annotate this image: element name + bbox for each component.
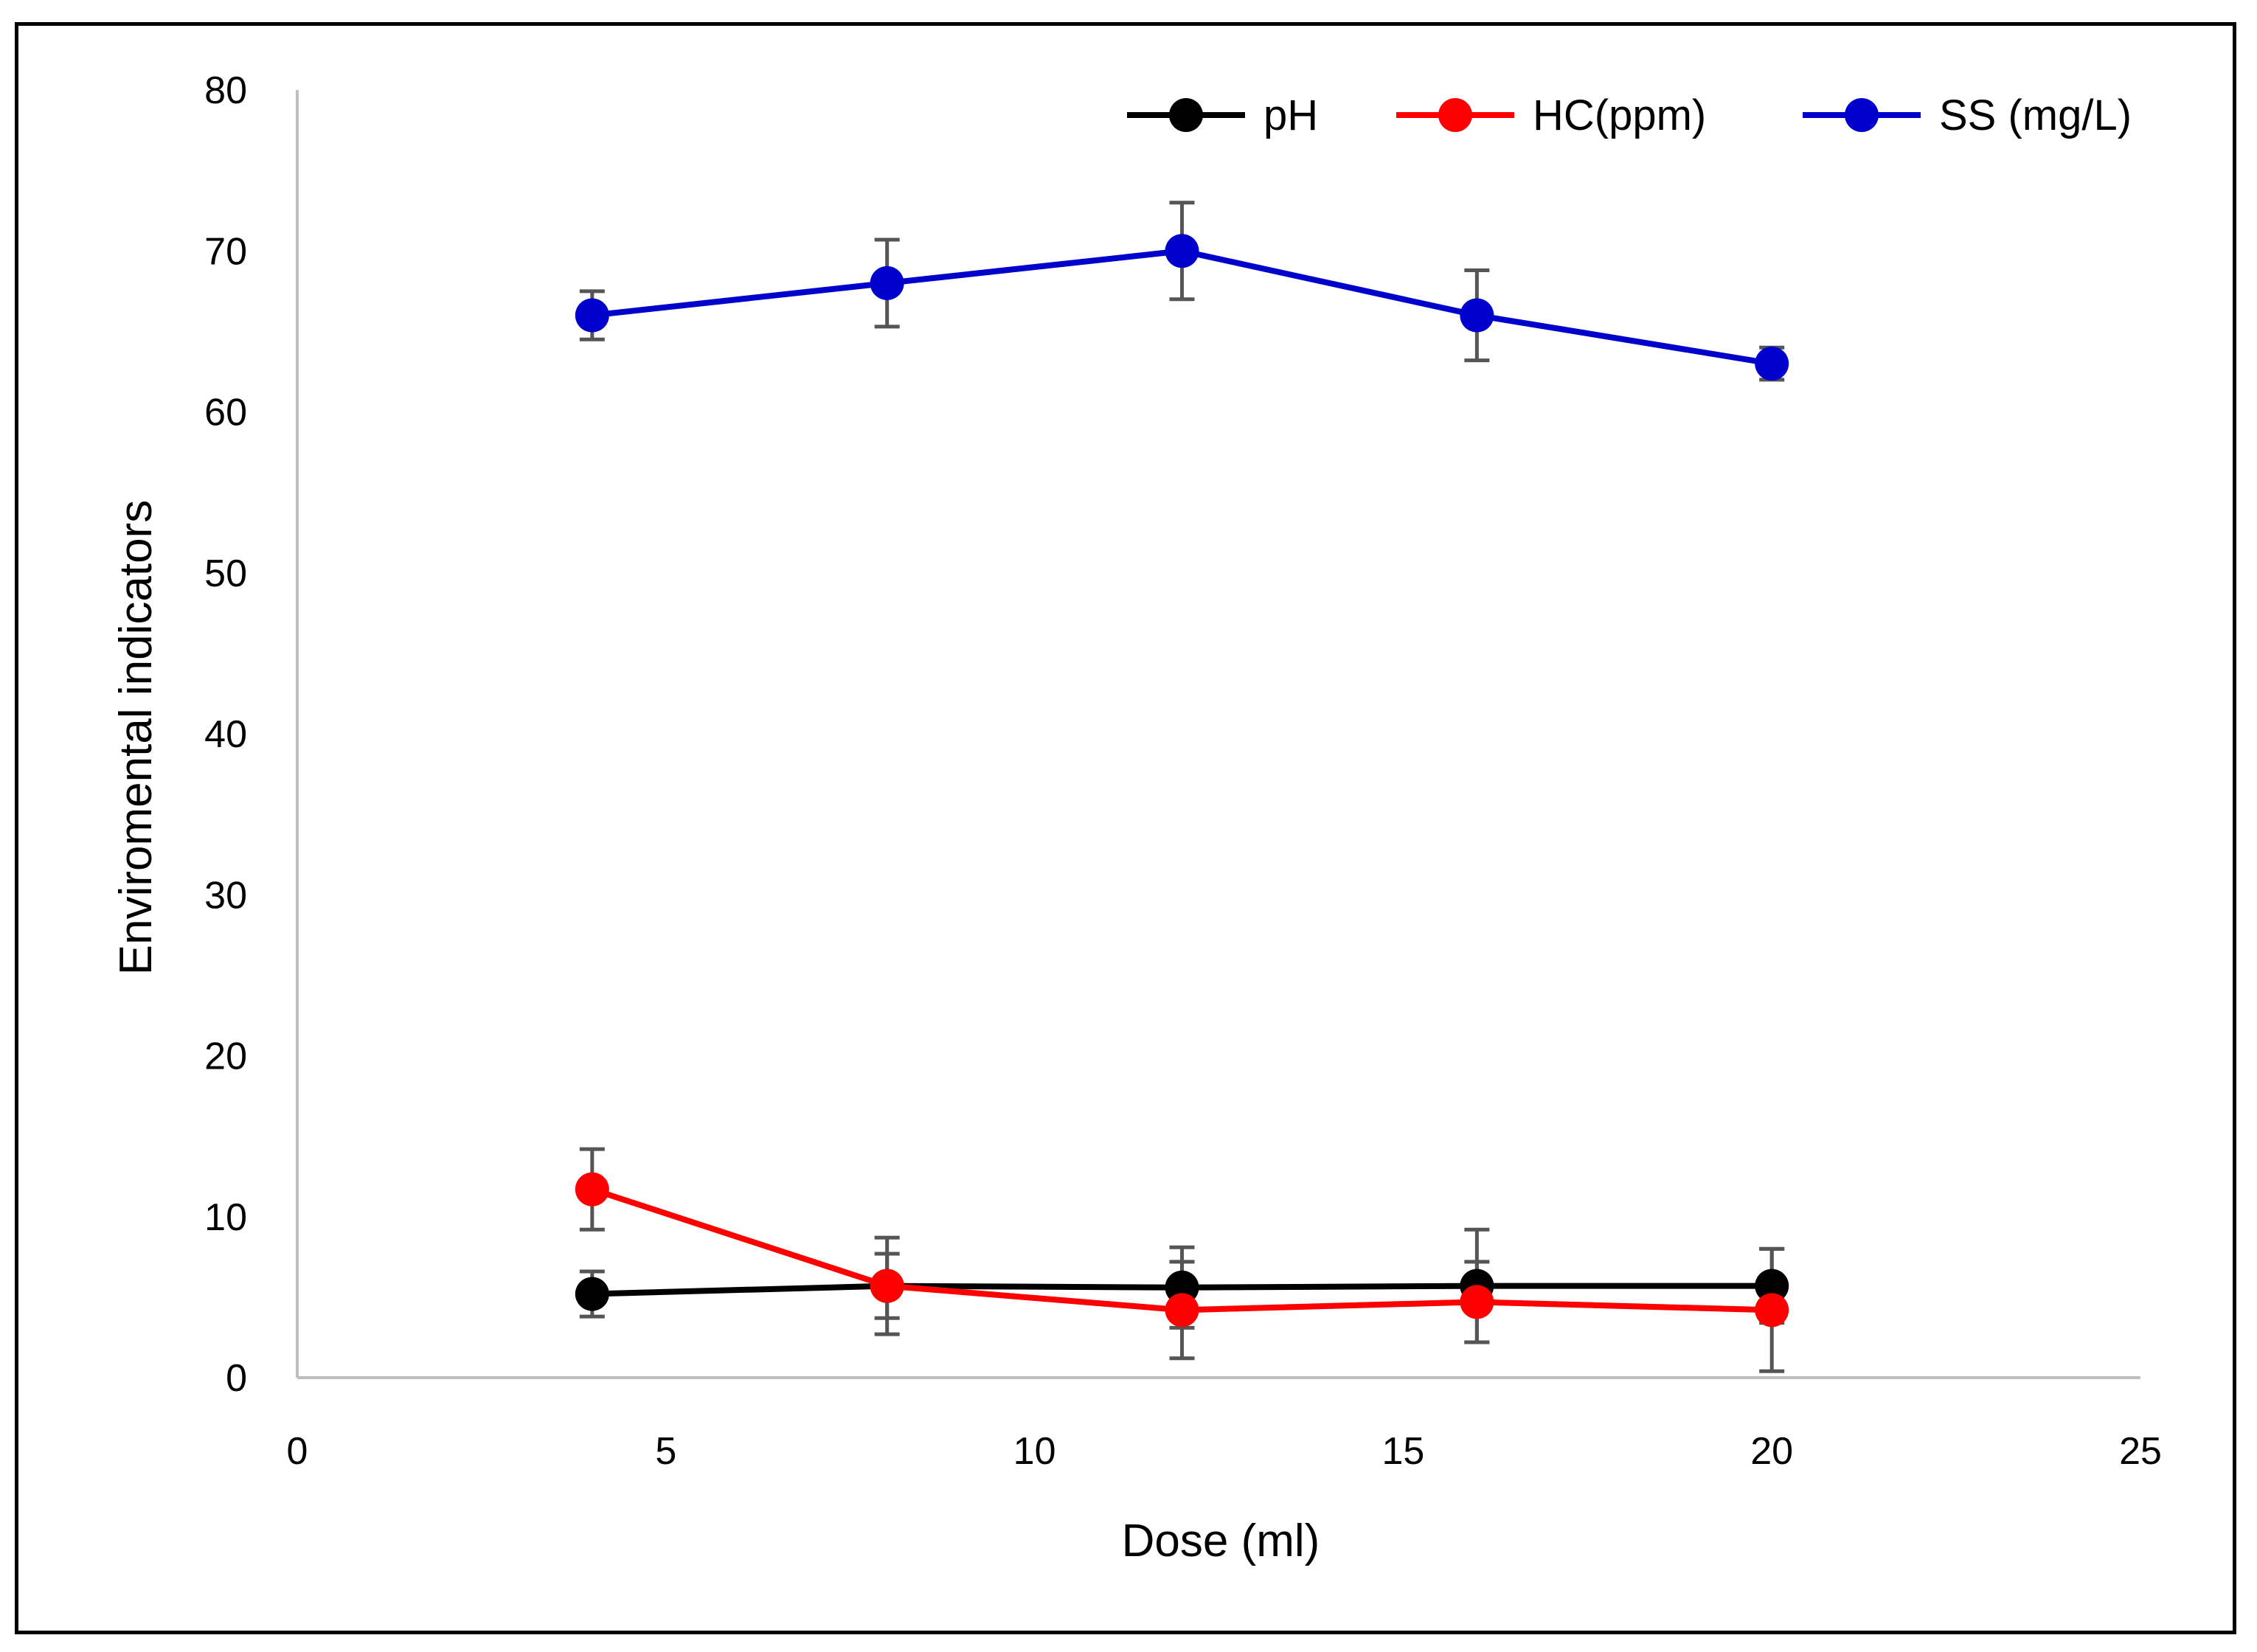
y-tick-label: 20 [204, 1035, 247, 1078]
x-tick-label: 20 [1750, 1430, 1793, 1473]
chart-frame [15, 22, 2236, 1634]
y-tick-label: 80 [204, 69, 247, 112]
legend-label-hc-ppm: HC(ppm) [1533, 91, 1706, 139]
data-point-hc-ppm [1165, 1293, 1199, 1328]
data-point-hc-ppm [1460, 1285, 1494, 1319]
x-tick-label: 15 [1381, 1430, 1424, 1473]
data-point-ss-mg-l [575, 298, 609, 333]
legend-marker-hc-ppm [1438, 98, 1472, 132]
y-tick-label: 70 [204, 230, 247, 273]
x-tick-label: 25 [2119, 1430, 2162, 1473]
legend-marker-ph [1169, 98, 1203, 132]
legend-label-ph: pH [1263, 91, 1318, 139]
x-tick-label: 10 [1013, 1430, 1056, 1473]
axes-layer: 0 5 10 15 20 25 0 10 20 30 40 50 60 70 80 [204, 69, 2162, 1473]
data-point-ph [1755, 1268, 1789, 1303]
legend-layer: pH HC(ppm) SS (mg/L) [1127, 91, 2132, 139]
data-point-ss-mg-l [1460, 298, 1494, 333]
y-tick-label: 60 [204, 392, 247, 434]
data-point-hc-ppm [575, 1172, 609, 1207]
y-tick-label: 40 [204, 713, 247, 756]
series-layer [575, 201, 1789, 1373]
x-axis-title: Dose (ml) [1122, 1516, 1320, 1566]
x-tick-label: 5 [655, 1430, 676, 1473]
data-point-ss-mg-l [1755, 347, 1789, 381]
data-point-hc-ppm [870, 1268, 904, 1303]
data-point-hc-ppm [1755, 1293, 1789, 1328]
legend-marker-ss-mg-l [1845, 98, 1879, 132]
y-tick-label: 30 [204, 874, 247, 917]
x-tick-label: 0 [287, 1430, 308, 1473]
y-tick-label: 0 [226, 1357, 247, 1400]
y-tick-label: 50 [204, 552, 247, 595]
y-tick-label: 10 [204, 1196, 247, 1239]
y-axis-title: Enviromental indicators [111, 500, 162, 975]
data-point-ss-mg-l [870, 266, 904, 300]
legend-label-ss-mg-l: SS (mg/L) [1939, 91, 2132, 139]
data-point-ph [575, 1277, 609, 1311]
data-point-ss-mg-l [1165, 234, 1199, 268]
